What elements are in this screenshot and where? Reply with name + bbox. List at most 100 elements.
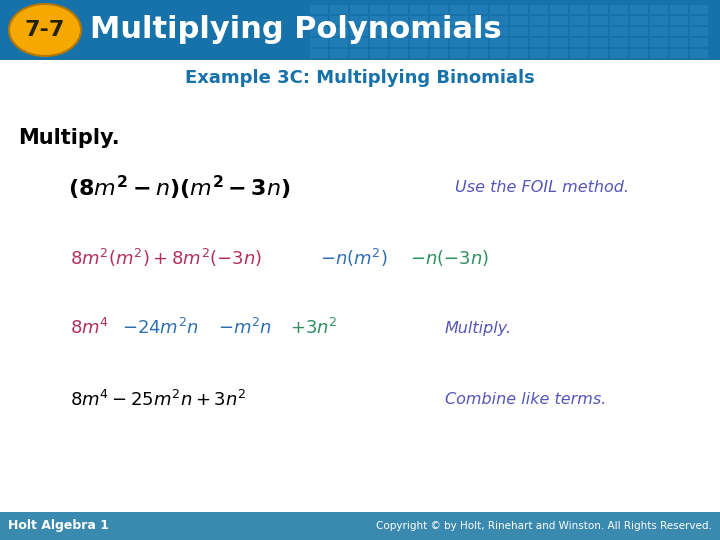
FancyBboxPatch shape (410, 49, 428, 58)
FancyBboxPatch shape (650, 5, 668, 14)
FancyBboxPatch shape (310, 38, 328, 47)
FancyBboxPatch shape (650, 16, 668, 25)
FancyBboxPatch shape (390, 5, 408, 14)
FancyBboxPatch shape (570, 5, 588, 14)
FancyBboxPatch shape (390, 49, 408, 58)
Text: 7-7: 7-7 (24, 20, 66, 40)
FancyBboxPatch shape (590, 16, 608, 25)
FancyBboxPatch shape (370, 38, 388, 47)
FancyBboxPatch shape (670, 38, 688, 47)
FancyBboxPatch shape (430, 27, 448, 36)
FancyBboxPatch shape (370, 5, 388, 14)
FancyBboxPatch shape (510, 27, 528, 36)
Text: $8m^4$: $8m^4$ (70, 318, 109, 338)
FancyBboxPatch shape (350, 5, 368, 14)
FancyBboxPatch shape (490, 16, 508, 25)
FancyBboxPatch shape (670, 5, 688, 14)
FancyBboxPatch shape (0, 512, 720, 540)
FancyBboxPatch shape (530, 16, 548, 25)
FancyBboxPatch shape (410, 5, 428, 14)
FancyBboxPatch shape (450, 38, 468, 47)
FancyBboxPatch shape (590, 38, 608, 47)
FancyBboxPatch shape (590, 5, 608, 14)
FancyBboxPatch shape (690, 49, 708, 58)
FancyBboxPatch shape (370, 16, 388, 25)
FancyBboxPatch shape (530, 38, 548, 47)
Text: Example 3C: Multiplying Binomials: Example 3C: Multiplying Binomials (185, 69, 535, 87)
FancyBboxPatch shape (330, 38, 348, 47)
FancyBboxPatch shape (390, 27, 408, 36)
FancyBboxPatch shape (0, 0, 720, 60)
FancyBboxPatch shape (330, 49, 348, 58)
FancyBboxPatch shape (370, 49, 388, 58)
Text: Multiply.: Multiply. (18, 128, 120, 148)
FancyBboxPatch shape (690, 5, 708, 14)
FancyBboxPatch shape (430, 16, 448, 25)
FancyBboxPatch shape (530, 5, 548, 14)
FancyBboxPatch shape (330, 27, 348, 36)
FancyBboxPatch shape (490, 5, 508, 14)
Ellipse shape (9, 4, 81, 56)
FancyBboxPatch shape (430, 38, 448, 47)
FancyBboxPatch shape (490, 27, 508, 36)
FancyBboxPatch shape (650, 38, 668, 47)
FancyBboxPatch shape (330, 16, 348, 25)
FancyBboxPatch shape (690, 16, 708, 25)
FancyBboxPatch shape (350, 49, 368, 58)
FancyBboxPatch shape (690, 27, 708, 36)
FancyBboxPatch shape (690, 38, 708, 47)
FancyBboxPatch shape (570, 27, 588, 36)
Text: $- n(m^2)$: $- n(m^2)$ (320, 247, 388, 269)
Text: Use the FOIL method.: Use the FOIL method. (455, 180, 629, 195)
FancyBboxPatch shape (630, 27, 648, 36)
FancyBboxPatch shape (530, 27, 548, 36)
FancyBboxPatch shape (350, 27, 368, 36)
Text: Copyright © by Holt, Rinehart and Winston. All Rights Reserved.: Copyright © by Holt, Rinehart and Winsto… (376, 521, 712, 531)
FancyBboxPatch shape (390, 16, 408, 25)
FancyBboxPatch shape (610, 5, 628, 14)
FancyBboxPatch shape (610, 16, 628, 25)
FancyBboxPatch shape (570, 16, 588, 25)
FancyBboxPatch shape (490, 38, 508, 47)
FancyBboxPatch shape (550, 49, 568, 58)
Text: $- n(-3n)$: $- n(-3n)$ (410, 248, 489, 268)
Text: Multiplying Polynomials: Multiplying Polynomials (90, 16, 502, 44)
FancyBboxPatch shape (570, 38, 588, 47)
FancyBboxPatch shape (450, 27, 468, 36)
FancyBboxPatch shape (610, 49, 628, 58)
FancyBboxPatch shape (310, 49, 328, 58)
Text: $\mathbf{(8\mathit{m}^2 - \mathit{n})(\mathit{m}^2 - 3\mathit{n})}$: $\mathbf{(8\mathit{m}^2 - \mathit{n})(\m… (68, 174, 291, 202)
FancyBboxPatch shape (470, 16, 488, 25)
FancyBboxPatch shape (550, 5, 568, 14)
FancyBboxPatch shape (450, 49, 468, 58)
FancyBboxPatch shape (330, 5, 348, 14)
FancyBboxPatch shape (410, 16, 428, 25)
FancyBboxPatch shape (650, 27, 668, 36)
FancyBboxPatch shape (350, 38, 368, 47)
FancyBboxPatch shape (470, 27, 488, 36)
FancyBboxPatch shape (530, 49, 548, 58)
Text: Multiply.: Multiply. (445, 321, 512, 335)
FancyBboxPatch shape (590, 49, 608, 58)
FancyBboxPatch shape (610, 38, 628, 47)
FancyBboxPatch shape (550, 38, 568, 47)
FancyBboxPatch shape (410, 38, 428, 47)
FancyBboxPatch shape (310, 27, 328, 36)
FancyBboxPatch shape (630, 38, 648, 47)
FancyBboxPatch shape (630, 5, 648, 14)
FancyBboxPatch shape (310, 5, 328, 14)
FancyBboxPatch shape (650, 49, 668, 58)
FancyBboxPatch shape (350, 16, 368, 25)
FancyBboxPatch shape (450, 5, 468, 14)
FancyBboxPatch shape (670, 27, 688, 36)
FancyBboxPatch shape (450, 16, 468, 25)
FancyBboxPatch shape (670, 49, 688, 58)
FancyBboxPatch shape (510, 38, 528, 47)
FancyBboxPatch shape (470, 38, 488, 47)
Text: $8m^4 - 25m^2n + 3n^2$: $8m^4 - 25m^2n + 3n^2$ (70, 390, 246, 410)
FancyBboxPatch shape (550, 27, 568, 36)
FancyBboxPatch shape (510, 16, 528, 25)
FancyBboxPatch shape (430, 5, 448, 14)
Text: Holt Algebra 1: Holt Algebra 1 (8, 519, 109, 532)
FancyBboxPatch shape (310, 16, 328, 25)
